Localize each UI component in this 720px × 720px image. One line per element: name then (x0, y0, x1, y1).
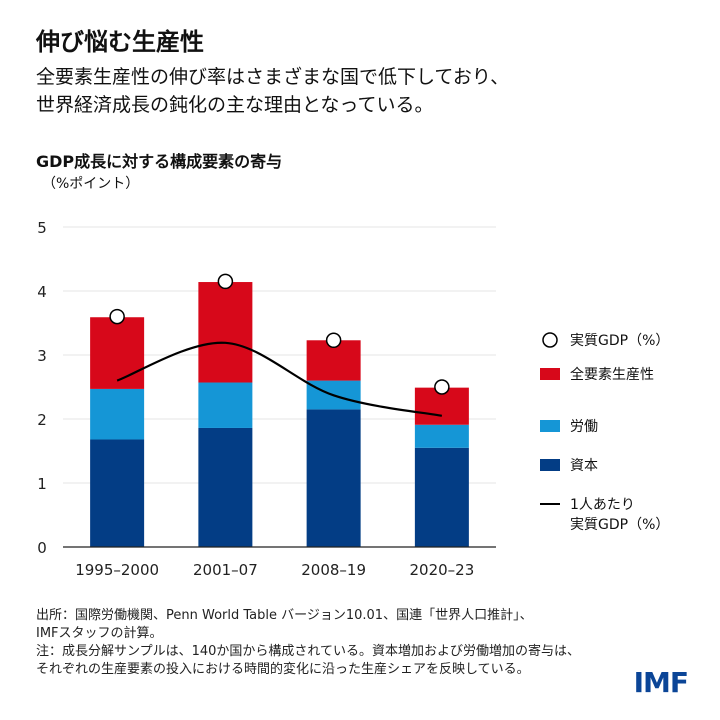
note-line-2: それぞれの生産要素の投入における時間的変化に沿った生産シェアを反映している。 (36, 662, 530, 677)
chart-title: GDP成長に対する構成要素の寄与 (36, 152, 283, 171)
y-tick-label: 3 (37, 347, 47, 365)
legend-label: 全要素生産性 (570, 367, 654, 383)
real-gdp-marker (325, 332, 342, 349)
per-capita-gdp-line (116, 341, 443, 417)
real-gdp-marker (434, 379, 450, 395)
subtitle-line-2: 世界経済成長の鈍化の主な理由となっている。 (36, 94, 434, 116)
legend-capital: 資本 (540, 455, 598, 475)
y-tick-label: 2 (37, 411, 47, 429)
legend-per-capita: 1人あたり 実質GDP（%） (540, 494, 669, 534)
source-line-2: IMFスタッフの計算。 (36, 626, 163, 641)
legend-labor: 労働 (540, 416, 598, 436)
subtitle-line-1: 全要素生産性の伸び率はさまざまな国で低下しており、 (36, 66, 510, 88)
x-tick-label: 2001–07 (193, 561, 258, 579)
x-tick-label: 1995–2000 (75, 561, 159, 579)
bar-segment (90, 439, 145, 547)
bar-segment (198, 427, 253, 547)
bar-segment (306, 409, 361, 547)
legend-label: 労働 (570, 419, 598, 435)
page-title: 伸び悩む生産性 (36, 28, 204, 56)
bar-segment (90, 317, 145, 389)
y-tick-label: 5 (37, 219, 47, 237)
y-tick-label: 4 (37, 283, 47, 301)
y-tick-label: 1 (37, 475, 47, 493)
legend-real-gdp: 実質GDP（%） (540, 330, 669, 350)
bar-segment (198, 382, 253, 428)
legend-tfp: 全要素生産性 (540, 364, 654, 384)
legend-label: 1人あたり 実質GDP（%） (570, 497, 670, 533)
legend-label: 実質GDP（%） (570, 333, 670, 349)
x-tick-label: 2020–23 (409, 561, 474, 579)
real-gdp-marker (109, 308, 125, 325)
source-line-1: 出所：国際労働機関、Penn World Table バージョン10.01、国連… (36, 608, 533, 623)
bar-segment (90, 388, 145, 440)
real-gdp-marker (217, 273, 234, 290)
imf-logo: IMF (633, 666, 689, 699)
bar-segment (414, 447, 469, 547)
bar-segment (414, 424, 469, 448)
bar-segment (198, 282, 253, 383)
y-tick-label: 0 (37, 539, 47, 557)
x-tick-label: 2008–19 (301, 561, 366, 579)
note-line-1: 注：成長分解サンプルは、140か国から構成されている。資本増加および労働増加の寄… (36, 644, 581, 659)
legend-label: 資本 (570, 458, 598, 474)
y-axis-unit: （%ポイント） (42, 176, 140, 192)
